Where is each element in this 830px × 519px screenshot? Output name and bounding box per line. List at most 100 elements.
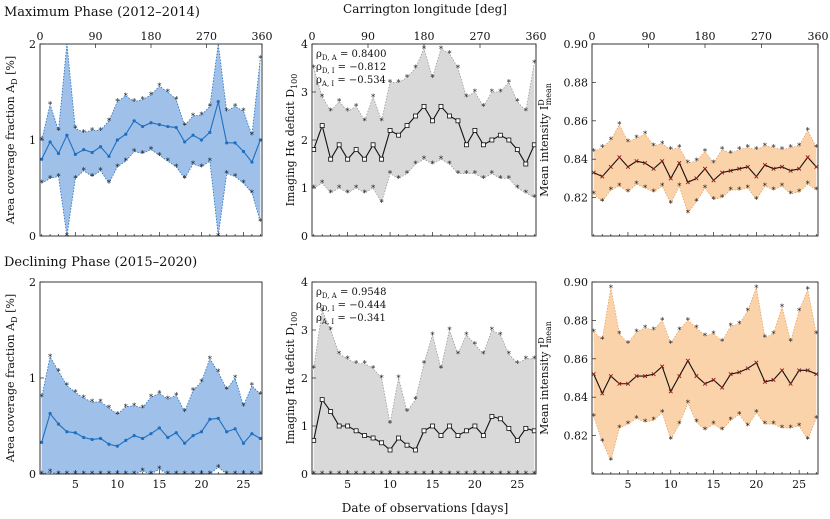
lower-bound-marker: * <box>141 149 145 158</box>
mean-point <box>98 436 103 441</box>
lower-bound-marker: * <box>789 190 793 199</box>
upper-bound-marker: * <box>157 82 161 91</box>
mean-point <box>40 157 44 161</box>
upper-bound-marker: * <box>737 146 741 155</box>
upper-bound-marker: * <box>380 374 384 383</box>
lower-bound-marker: * <box>617 182 621 191</box>
upper-bound-marker: * <box>166 88 170 97</box>
mean-point <box>447 423 452 429</box>
top-tick-label: 0 <box>309 30 316 43</box>
upper-bound-marker: * <box>677 326 681 335</box>
lower-bound-marker: * <box>643 184 647 193</box>
lower-bound-marker: * <box>797 188 801 197</box>
upper-bound-marker: * <box>789 144 793 153</box>
upper-bound-marker: * <box>380 117 384 126</box>
lower-bound-marker: * <box>430 160 434 169</box>
lower-bound-marker: * <box>99 470 103 479</box>
lower-bound-marker: * <box>626 188 630 197</box>
mean-point <box>362 433 368 439</box>
upper-bound-marker: * <box>490 88 494 97</box>
mean-point <box>107 154 111 158</box>
mean-point <box>174 431 178 435</box>
upper-bound-marker: * <box>729 149 733 158</box>
upper-bound-marker: * <box>90 398 94 407</box>
upper-bound-marker: * <box>354 360 358 369</box>
lower-bound-marker: * <box>789 424 793 433</box>
upper-bound-marker: * <box>258 54 262 63</box>
correlation-annotation: ρD, I = −0.444 <box>316 300 386 313</box>
y-tick-label: 2 <box>301 134 308 147</box>
panel-dec-area-coverage: * * * * * * * * * * * * * * * * * * * * * * * * * * * * * * * * * * * * * * * *… <box>4 276 263 491</box>
top-tick-label: 270 <box>470 30 491 43</box>
lower-bound-line <box>593 183 817 214</box>
lower-bound-marker: * <box>354 470 358 479</box>
mean-point <box>480 433 486 439</box>
lower-bound-marker: * <box>57 470 61 479</box>
upper-bound-marker: * <box>694 324 698 333</box>
lower-bound-marker: * <box>191 160 195 169</box>
upper-bound-marker: * <box>507 350 511 359</box>
upper-bound-marker: * <box>490 326 494 335</box>
upper-bound-marker: * <box>430 331 434 340</box>
mean-point <box>208 417 212 421</box>
mean-point <box>600 391 605 396</box>
upper-bound-marker: * <box>498 88 502 97</box>
mean-point <box>379 440 384 446</box>
upper-bound-marker: * <box>797 142 801 151</box>
panel-max-area-coverage: * * * * * * * * * * * * * * * * * * * * * * * * * * * * * * * * * * * * * * * *… <box>4 30 273 243</box>
lower-bound-marker: * <box>763 420 767 429</box>
upper-bound-marker: * <box>320 93 324 102</box>
mean-point <box>82 435 86 440</box>
upper-bound-marker: * <box>481 350 485 359</box>
top-tick-label: 270 <box>751 30 772 43</box>
upper-bound-marker: * <box>814 330 818 339</box>
upper-bound-marker: * <box>250 382 254 391</box>
upper-bound-marker: * <box>371 364 375 373</box>
mean-point <box>668 176 673 181</box>
upper-bound-marker: * <box>40 136 44 145</box>
mean-point <box>797 368 802 373</box>
upper-bound-marker: * <box>371 93 375 102</box>
lower-bound-marker: * <box>65 470 69 479</box>
mean-point <box>82 148 86 152</box>
lower-bound-marker: * <box>337 470 341 479</box>
y-tick-label: 1 <box>29 372 36 385</box>
mean-point <box>157 426 162 430</box>
y-tick-label: 0.88 <box>564 314 589 327</box>
lower-bound-marker: * <box>737 186 741 195</box>
correlation-annotation: ρD, A = 0.8400 <box>316 49 387 62</box>
x-tick-label: 10 <box>383 478 397 491</box>
upper-bound-marker: * <box>414 64 418 73</box>
upper-bound-marker: * <box>124 92 128 101</box>
lower-bound-marker: * <box>609 457 613 466</box>
upper-bound-marker: * <box>652 142 656 151</box>
upper-bound-marker: * <box>737 320 741 329</box>
mean-point <box>430 118 435 124</box>
mean-point <box>312 437 317 443</box>
lower-bound-marker: * <box>669 435 673 444</box>
x-tick-label: 20 <box>468 478 482 491</box>
upper-bound-marker: * <box>99 126 103 135</box>
upper-bound-marker: * <box>40 393 44 402</box>
lower-bound-marker: * <box>124 157 128 166</box>
panel-max-mean-intensity: * * * * * * * * * * * * * * * * * * * * * * * * * * * * * * * * * * * * * * * *… <box>537 30 829 237</box>
envelope-band <box>313 48 535 203</box>
upper-bound-marker: * <box>141 404 145 413</box>
upper-bound-marker: * <box>789 338 793 347</box>
mean-point <box>48 411 52 416</box>
upper-bound-line <box>41 44 261 141</box>
x-tick-label: 10 <box>664 478 678 491</box>
envelope-band <box>41 44 261 236</box>
mean-point <box>677 160 682 166</box>
mean-point <box>166 435 170 440</box>
upper-bound-marker: * <box>250 131 254 140</box>
upper-bound-marker: * <box>191 386 195 395</box>
upper-bound-marker: * <box>73 388 77 397</box>
mean-point <box>489 137 495 143</box>
y-axis-label: Imaging Hα deficit D100 <box>284 312 299 445</box>
plot-area: * * * * * * * * * * * * * * * * * * * * * * * * * * * * * * * * * * * * * * * *… <box>312 307 536 479</box>
upper-bound-marker: * <box>208 355 212 364</box>
upper-bound-marker: * <box>660 316 664 325</box>
upper-bound-marker: * <box>771 330 775 339</box>
x-tick-label: 25 <box>237 478 251 491</box>
